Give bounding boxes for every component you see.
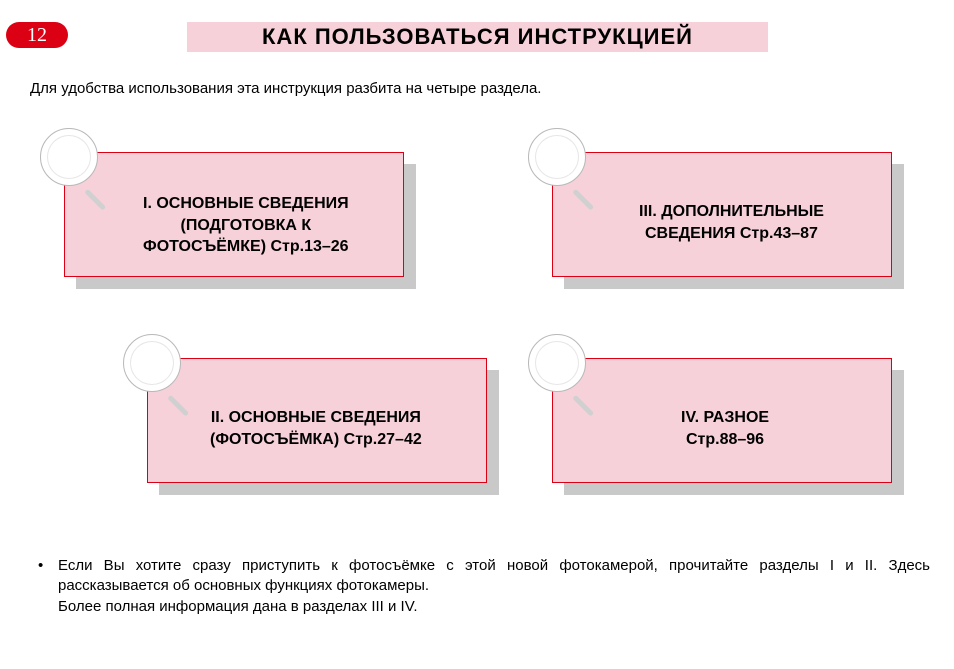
section-label: I. ОСНОВНЫЕ СВЕДЕНИЯ (ПОДГОТОВКА К ФОТОС… xyxy=(143,193,349,258)
magnifier-icon xyxy=(528,128,586,186)
card-box: I. ОСНОВНЫЕ СВЕДЕНИЯ (ПОДГОТОВКА К ФОТОС… xyxy=(64,152,404,277)
section-label: III. ДОПОЛНИТЕЛЬНЫЕ СВЕДЕНИЯ Стр.43–87 xyxy=(639,201,824,244)
section-label: IV. РАЗНОЕ Стр.88–96 xyxy=(681,407,769,450)
bullet-icon: • xyxy=(38,556,43,576)
page-number-badge: 12 xyxy=(6,22,68,48)
page-title: КАК ПОЛЬЗОВАТЬСЯ ИНСТРУКЦИЕЙ xyxy=(187,22,768,52)
card-box: III. ДОПОЛНИТЕЛЬНЫЕ СВЕДЕНИЯ Стр.43–87 xyxy=(552,152,892,277)
card-box: IV. РАЗНОЕ Стр.88–96 xyxy=(552,358,892,483)
footer-note: • Если Вы хотите сразу приступить к фото… xyxy=(30,556,930,617)
intro-text: Для удобства использования эта инструкци… xyxy=(30,80,541,97)
footer-line-1: Если Вы хотите сразу приступить к фотосъ… xyxy=(58,557,930,594)
magnifier-icon xyxy=(528,334,586,392)
magnifier-icon xyxy=(123,334,181,392)
magnifier-icon xyxy=(40,128,98,186)
footer-line-2: Более полная информация дана в разделах … xyxy=(58,598,418,615)
section-label: II. ОСНОВНЫЕ СВЕДЕНИЯ (ФОТОСЪЁМКА) Стр.2… xyxy=(210,407,422,450)
card-box: II. ОСНОВНЫЕ СВЕДЕНИЯ (ФОТОСЪЁМКА) Стр.2… xyxy=(147,358,487,483)
